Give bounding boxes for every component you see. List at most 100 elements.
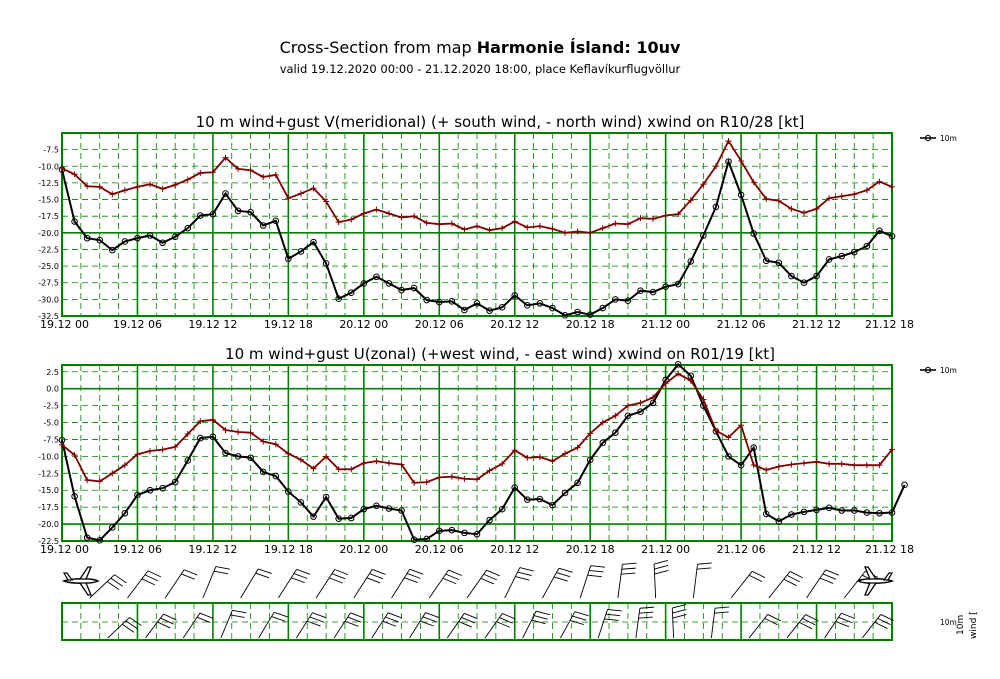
wind-point (612, 296, 619, 303)
wind-barb-feather (639, 606, 655, 609)
wind-barb-feather (404, 577, 418, 584)
wind-barb-feather (406, 573, 421, 579)
wind-point (800, 508, 808, 516)
wind-barb-feather (587, 574, 602, 578)
zonal-wind-chart: 10 m wind+gust U(zonal) (+west wind, - e… (38, 345, 957, 556)
wind-point (888, 509, 896, 516)
wind-point (109, 524, 116, 531)
wind-barb-feather (556, 572, 571, 578)
wind-point (561, 489, 569, 497)
wind-point (121, 509, 129, 517)
wind-point (498, 505, 506, 513)
wind-point (134, 234, 141, 242)
gust-point (209, 169, 216, 176)
wind-barb-feather (296, 568, 311, 575)
gust-point (624, 221, 631, 228)
wind-point (700, 232, 707, 239)
y-tick-label: -5.0 (43, 419, 59, 428)
wind-point (901, 481, 908, 489)
wind-point (410, 536, 418, 543)
wind-point (373, 502, 380, 510)
gust-point (297, 456, 304, 463)
gust-point (725, 137, 732, 144)
x-tick-label: 21.12 12 (792, 543, 841, 556)
y-tick-label: -15.0 (38, 196, 59, 205)
wind-barb-feather (331, 573, 346, 580)
gust-point (574, 228, 581, 235)
wind-point (649, 288, 657, 296)
gust-point (851, 191, 858, 198)
x-tick-label: 19.12 18 (264, 318, 313, 331)
wind-barb-feather (496, 621, 510, 628)
gust-point (134, 183, 141, 190)
gust-point (222, 154, 229, 161)
wind-barb-feather (748, 574, 763, 582)
wind-point (209, 433, 217, 441)
gust-point (675, 211, 682, 218)
x-tick-label: 20.12 12 (490, 543, 539, 556)
wind-barb-feather (622, 562, 637, 565)
plot-frame (61, 364, 893, 542)
wind-barb-feather (147, 570, 162, 578)
wind-barb-feather (499, 617, 513, 624)
gust-point (84, 183, 91, 190)
wind-barb-feather (258, 568, 272, 574)
gust-point (486, 467, 493, 474)
gust-point (134, 451, 141, 458)
wind-point (335, 515, 342, 522)
gust-point (876, 178, 883, 185)
wind-point (863, 242, 871, 250)
gust-point (587, 229, 594, 236)
gust-point (826, 460, 833, 467)
wind-point (197, 212, 204, 219)
wind-barb-staff (504, 567, 521, 599)
wind-point (360, 505, 368, 513)
wind-point (637, 408, 644, 416)
wind-point (234, 207, 242, 215)
x-tick-label: 19.12 00 (40, 318, 89, 331)
wind-barb-feather (653, 559, 669, 565)
wind-barb-feather (767, 614, 781, 622)
wind-point (662, 283, 669, 291)
wind-point (197, 434, 204, 442)
barb-legend-level-rotated: 10m (956, 615, 966, 635)
wind-barb-feather (572, 615, 587, 621)
gust-point (96, 183, 103, 190)
gust-point (184, 431, 191, 438)
wind-point (461, 529, 468, 537)
wind-barb-feather (425, 612, 440, 618)
wind-point (876, 509, 883, 517)
wind-barb-panel: 10m 10m wind [ (61, 559, 979, 641)
wind-barb-feather (106, 581, 120, 591)
wind-point (549, 501, 556, 509)
wind-barb-staff (786, 614, 806, 639)
wind-point (96, 236, 104, 244)
meridional-wind-chart: 10 m wind+gust V(meridional) (+ south wi… (38, 113, 957, 331)
airplane-icon (61, 566, 100, 596)
wind-point (310, 513, 317, 520)
wind-barb-staff (127, 570, 149, 599)
gust-point (599, 419, 606, 426)
wind-barb-feather (639, 611, 654, 614)
wind-point (624, 412, 632, 420)
wind-point (435, 298, 443, 306)
wind-barb-feather (841, 612, 855, 619)
wind-barb-feather (464, 612, 478, 620)
x-tick-label: 19.12 00 (40, 543, 89, 556)
y-tick-label: -32.5 (38, 312, 59, 321)
wind-barb-feather (607, 609, 622, 612)
gust-point (147, 447, 154, 454)
wind-barb-staff (861, 614, 882, 639)
gust-point (84, 477, 91, 484)
wind-point (134, 491, 141, 499)
wind-barb-feather (874, 621, 888, 629)
y-tick-label: -12.5 (38, 469, 59, 478)
wind-point (347, 289, 355, 297)
wind-point (398, 507, 405, 514)
wind-barb-feather (558, 567, 573, 573)
y-tick-label: -15.0 (38, 486, 59, 495)
gust-point (71, 452, 78, 459)
wind-point (322, 493, 330, 501)
gust-point (209, 416, 216, 423)
